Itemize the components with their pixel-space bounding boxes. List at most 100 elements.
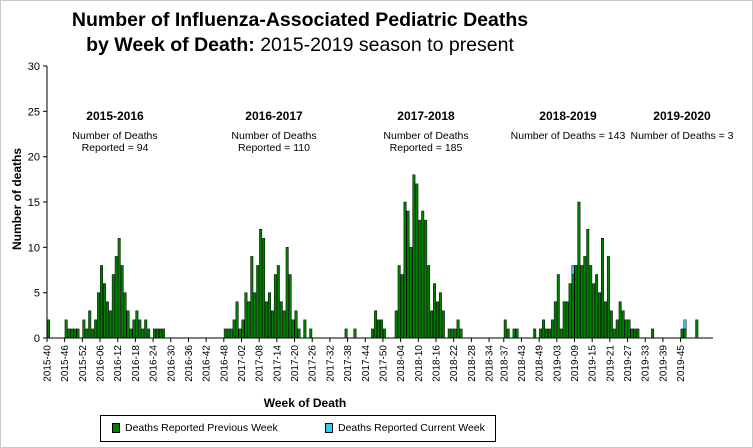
bar-previous-week — [430, 310, 434, 339]
bar-previous-week — [138, 319, 142, 339]
bar-previous-week — [683, 328, 687, 339]
bar-previous-week — [288, 274, 292, 339]
bar-previous-week — [406, 210, 410, 339]
y-tick-label: 20 — [28, 152, 40, 164]
bar-previous-week — [550, 319, 554, 339]
bar-previous-week — [244, 292, 248, 339]
bar-previous-week — [559, 328, 563, 339]
bar-previous-week — [141, 328, 145, 339]
bar-previous-week — [76, 328, 80, 339]
y-tick-label: 5 — [34, 288, 40, 300]
bar-previous-week — [253, 292, 257, 339]
x-tick-label: 2018-16 — [431, 345, 442, 382]
bar-previous-week — [82, 319, 86, 339]
bar-previous-week — [297, 328, 301, 339]
x-tick-label: 2017-26 — [308, 345, 319, 382]
bar-previous-week — [577, 201, 581, 339]
y-tick-label: 30 — [28, 61, 40, 73]
x-tick-label: 2016-12 — [113, 345, 124, 382]
bar-current-week — [683, 319, 687, 330]
bar-previous-week — [562, 301, 566, 339]
x-tick-label: 2018-34 — [485, 345, 496, 382]
bar-previous-week — [259, 228, 263, 339]
bar-previous-week — [412, 174, 416, 339]
bar-previous-week — [273, 274, 277, 339]
bar-previous-week — [156, 328, 159, 339]
bar-previous-week — [353, 328, 357, 339]
bar-previous-week — [633, 328, 637, 339]
bar-previous-week — [279, 301, 283, 339]
bar-previous-week — [250, 256, 254, 339]
x-tick-label: 2016-42 — [202, 345, 213, 382]
x-tick-label: 2019-33 — [641, 345, 652, 382]
bar-previous-week — [268, 292, 271, 339]
y-tick-label: 15 — [28, 197, 40, 209]
bar-previous-week — [547, 328, 551, 339]
x-tick-label: 2019-39 — [658, 345, 669, 382]
bar-previous-week — [91, 328, 95, 339]
bar-previous-week — [586, 228, 590, 339]
bar-previous-week — [265, 301, 269, 339]
x-tick-label: 2019-15 — [588, 345, 599, 382]
x-tick-label: 2017-44 — [361, 345, 372, 382]
bar-previous-week — [229, 328, 233, 339]
x-tick-label: 2015-46 — [60, 345, 71, 382]
season-label: 2015-2016 — [86, 109, 144, 123]
bar-previous-week — [453, 328, 457, 339]
bar-previous-week — [565, 301, 569, 339]
bar-previous-week — [568, 283, 572, 339]
bar-previous-week — [403, 201, 407, 339]
y-tick-label: 0 — [34, 333, 40, 345]
bar-previous-week — [108, 310, 112, 339]
bar-previous-week — [294, 310, 298, 339]
x-tick-label: 2018-43 — [517, 345, 528, 382]
bar-previous-week — [441, 310, 445, 339]
bar-previous-week — [695, 319, 699, 339]
bar-previous-week — [595, 274, 599, 339]
bar-previous-week — [97, 292, 101, 339]
bar-previous-week — [438, 292, 442, 339]
x-tick-label: 2016-06 — [96, 345, 107, 382]
x-tick-label: 2015-52 — [78, 345, 89, 382]
season-deaths-line-2: Reported = 185 — [390, 142, 463, 154]
legend-item-previous-week: Deaths Reported Previous Week — [112, 422, 278, 434]
bar-previous-week — [223, 328, 227, 339]
bar-previous-week — [105, 301, 109, 339]
bar-previous-week — [456, 319, 460, 339]
x-tick-label: 2019-45 — [676, 345, 687, 382]
legend-label-current: Deaths Reported Current Week — [338, 422, 485, 434]
x-tick-label: 2016-24 — [149, 345, 160, 382]
bar-previous-week — [545, 328, 548, 339]
season-deaths-line-1: Number of Deaths — [231, 130, 316, 142]
legend-swatch-previous — [112, 423, 120, 433]
bar-previous-week — [123, 292, 127, 339]
bar-previous-week — [503, 319, 507, 339]
bar-previous-week — [262, 238, 266, 339]
bar-previous-week — [103, 283, 106, 339]
bar-previous-week — [624, 319, 628, 339]
bar-previous-week — [226, 328, 230, 339]
x-tick-label: 2019-27 — [623, 345, 634, 382]
season-label: 2019-2020 — [653, 109, 711, 123]
season-label: 2017-2018 — [397, 109, 455, 123]
x-tick-label: 2018-04 — [396, 345, 407, 382]
bar-previous-week — [94, 319, 98, 339]
bar-previous-week — [621, 310, 625, 339]
bar-previous-week — [598, 292, 602, 339]
x-tick-label: 2018-37 — [499, 345, 510, 382]
bar-previous-week — [67, 328, 71, 339]
x-tick-label: 2016-18 — [131, 345, 142, 382]
bar-previous-week — [533, 328, 537, 339]
x-tick-label: 2016-48 — [219, 345, 230, 382]
bar-previous-week — [111, 274, 115, 339]
chart-title-line-1: Number of Influenza-Associated Pediatric… — [71, 9, 529, 31]
bar-previous-week — [680, 328, 684, 339]
bar-previous-week — [612, 328, 616, 339]
bar-previous-week — [247, 301, 251, 339]
bar-previous-week — [580, 265, 584, 339]
bar-previous-week — [630, 328, 634, 339]
bar-previous-week — [70, 328, 74, 339]
y-tick-label: 25 — [28, 106, 40, 118]
bar-previous-week — [447, 328, 451, 339]
